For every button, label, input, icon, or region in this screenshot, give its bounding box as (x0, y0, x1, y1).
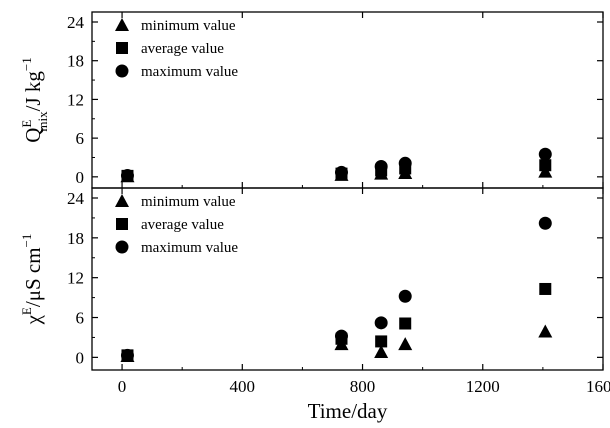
plot-frame (91, 11, 604, 189)
data-point-square (375, 335, 388, 348)
data-point-triangle (398, 337, 413, 351)
data-point-circle (334, 165, 348, 179)
data-point-triangle (374, 345, 389, 359)
data-point-triangle (538, 324, 553, 338)
data-point-circle (398, 289, 412, 303)
x-tick-label: 400 (230, 377, 256, 396)
legend-marker-square (116, 218, 128, 230)
y-tick-label: 24 (67, 13, 85, 32)
legend-label: minimum value (141, 18, 236, 34)
y-tick-label: 6 (76, 129, 85, 148)
upper-panel-qmix: 0 6 12 18 24 minimum value average value maximu… (19, 11, 604, 189)
y-label-base: Q (21, 128, 45, 143)
legend-label: average value (141, 217, 224, 233)
y-label-sup: E (19, 307, 34, 315)
x-tick-label: 800 (350, 377, 376, 396)
y-axis-label: χE/μS cm−1 (19, 234, 45, 326)
x-axis-label: Time/day (308, 399, 388, 423)
data-point-circle (538, 216, 552, 230)
data-point-circle (374, 160, 388, 174)
data-point-circle (120, 348, 134, 362)
lower-panel-chi: 0 6 12 18 24 0 400 800 1200 1600 minimum value aver… (19, 187, 610, 396)
plot-frame (91, 187, 604, 371)
y-tick-label: 12 (67, 90, 84, 109)
y-label-rest: /J kg (21, 71, 45, 112)
legend-marker-circle (115, 64, 129, 78)
data-point-circle (374, 316, 388, 330)
y-label-rest-sup: −1 (19, 234, 34, 248)
y-tick-label: 12 (67, 269, 84, 288)
data-point-square (539, 159, 552, 172)
x-tick-label: 0 (118, 377, 127, 396)
legend-marker-triangle (115, 18, 129, 31)
y-label-base: χ (21, 314, 45, 325)
y-tick-label: 18 (67, 52, 84, 71)
data-point-circle (334, 329, 348, 343)
data-point-circle (538, 147, 552, 161)
data-point-circle (120, 169, 134, 183)
y-label-sup: E (19, 120, 34, 128)
x-tick-label: 1200 (466, 377, 500, 396)
y-tick-label: 24 (67, 189, 85, 208)
y-tick-label: 0 (76, 348, 85, 367)
y-tick-label: 6 (76, 309, 85, 328)
data-point-square (399, 317, 412, 330)
legend-label: maximum value (141, 240, 238, 256)
y-label-sub: mix (35, 111, 50, 132)
legend-marker-square (116, 42, 128, 54)
legend-label: maximum value (141, 64, 238, 80)
y-tick-label: 0 (76, 168, 85, 187)
y-axis-label: QEmix/J kg−1 (19, 57, 50, 142)
y-label-rest: /μS cm (21, 247, 45, 307)
y-tick-label: 18 (67, 229, 84, 248)
data-point-square (539, 282, 552, 295)
legend-marker-circle (115, 240, 129, 254)
data-point-circle (398, 156, 412, 170)
x-tick-label: 1600 (586, 377, 610, 396)
legend-label: minimum value (141, 194, 236, 210)
legend-label: average value (141, 41, 224, 57)
legend-marker-triangle (115, 194, 129, 207)
y-label-rest-sup: −1 (19, 57, 34, 71)
